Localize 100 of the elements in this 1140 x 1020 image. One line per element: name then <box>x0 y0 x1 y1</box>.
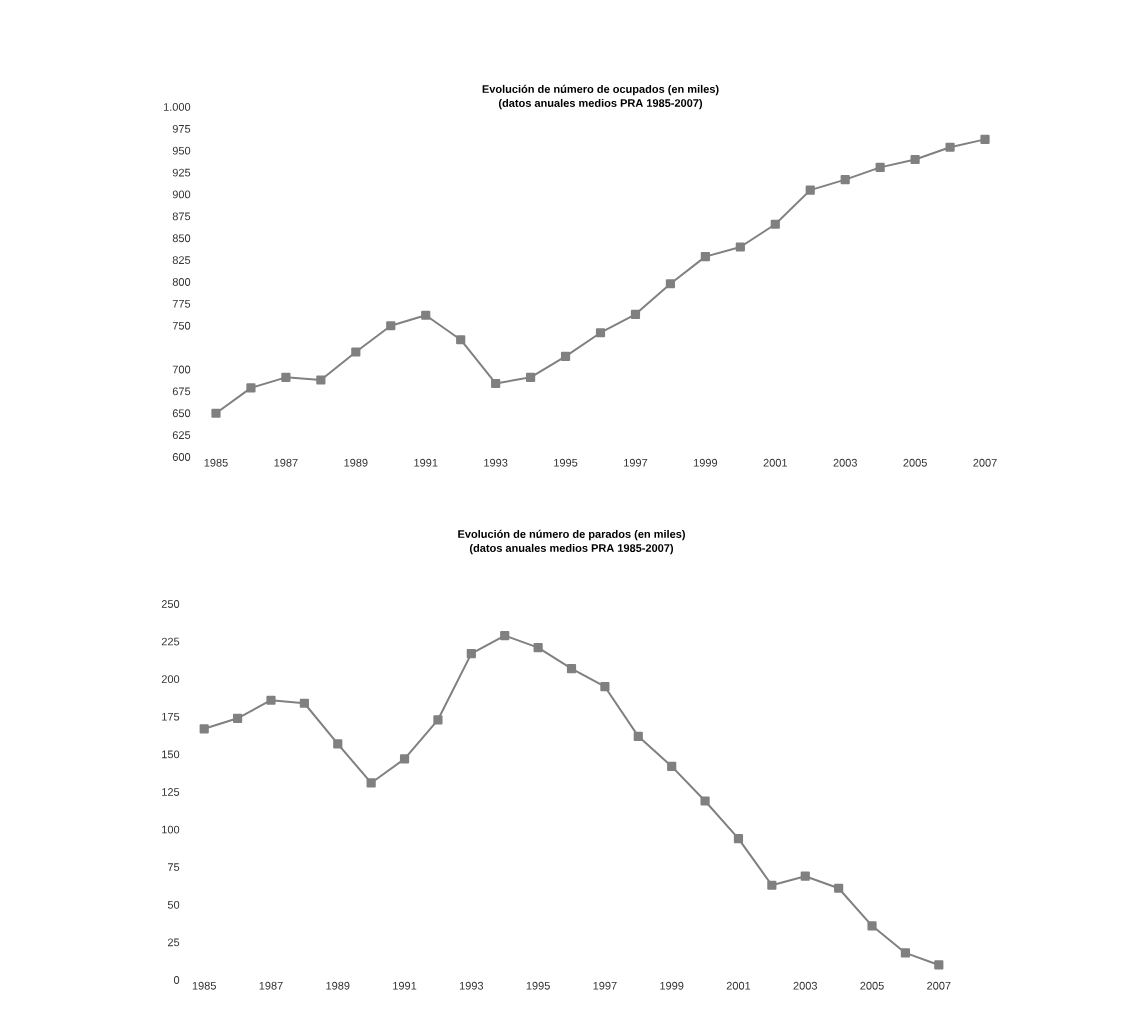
point <box>500 630 510 641</box>
point <box>910 154 920 165</box>
y-tick-label: 50 <box>167 900 180 909</box>
y-tick-label: 0 <box>173 976 180 984</box>
y-tick-label: 250 <box>161 600 180 608</box>
point <box>980 134 990 144</box>
y-tick-label: 125 <box>162 788 180 796</box>
y-tick-label: 200 <box>161 675 180 684</box>
y-tick-label: 625 <box>172 431 191 439</box>
point <box>281 372 291 382</box>
point <box>805 185 815 195</box>
point <box>433 715 443 725</box>
point <box>945 142 955 152</box>
point <box>770 219 780 229</box>
point <box>700 796 710 806</box>
y-tick-label: 600 <box>172 453 191 461</box>
point <box>399 754 410 764</box>
x-tick-label: 2007 <box>973 458 997 467</box>
point <box>875 162 885 172</box>
y-tick-label: 950 <box>172 146 191 155</box>
point <box>834 883 844 893</box>
x-tick-label: 2005 <box>860 981 884 990</box>
point <box>333 739 343 749</box>
point <box>526 372 536 382</box>
y-tick-label: 900 <box>172 190 191 199</box>
chart-title: Evolución de número de ocupados (en miles) <box>482 84 719 96</box>
x-tick-label: 1985 <box>204 458 228 467</box>
x-tick-label: 2005 <box>903 458 927 467</box>
x-tick-label: 1989 <box>326 981 350 990</box>
x-tick-label: 1991 <box>393 981 417 990</box>
y-tick-label: 225 <box>161 637 180 646</box>
x-tick-label: 1995 <box>554 458 578 467</box>
point <box>665 279 676 289</box>
point <box>840 175 850 185</box>
x-tick-label: 1997 <box>593 981 617 990</box>
chart-subtitle: (datos anuales medios PRA 1985-2007) <box>469 543 674 555</box>
y-tick-label: 975 <box>172 124 191 133</box>
x-tick-label: 1991 <box>414 458 438 467</box>
x-tick-label: 1985 <box>192 981 216 990</box>
point <box>533 643 543 653</box>
y-tick-label: 175 <box>162 712 180 721</box>
y-tick-label: 775 <box>172 300 191 308</box>
point <box>351 347 361 357</box>
y-tick-label: 925 <box>172 168 191 177</box>
point <box>560 351 571 361</box>
x-tick-label: 2007 <box>927 981 951 990</box>
x-tick-label: 1995 <box>526 981 550 990</box>
x-tick-label: 2001 <box>726 981 751 990</box>
point <box>491 378 501 389</box>
point <box>767 880 777 890</box>
y-tick-label: 1.000 <box>163 103 191 111</box>
x-tick-label: 1999 <box>693 458 718 467</box>
point <box>934 960 944 970</box>
y-tick-label: 650 <box>172 409 191 418</box>
x-tick-label: 2003 <box>833 458 857 467</box>
x-tick-label: 1989 <box>344 458 368 467</box>
point <box>900 948 911 958</box>
y-tick-label: 100 <box>162 825 180 834</box>
point <box>386 321 396 331</box>
x-tick-label: 1999 <box>660 981 684 990</box>
x-tick-label: 1993 <box>459 981 484 990</box>
point <box>466 649 476 659</box>
point <box>633 731 643 741</box>
y-tick-label: 800 <box>172 278 191 286</box>
point <box>595 328 606 338</box>
point <box>199 724 209 734</box>
point <box>867 921 877 931</box>
point <box>299 698 309 708</box>
y-tick-label: 75 <box>167 863 180 872</box>
point <box>211 408 221 418</box>
point <box>667 761 677 772</box>
point <box>630 309 641 319</box>
x-tick-label: 1987 <box>274 458 298 467</box>
point <box>456 335 466 345</box>
point <box>421 310 431 320</box>
point <box>366 778 376 788</box>
y-tick-label: 675 <box>172 387 191 396</box>
y-tick-label: 825 <box>172 256 191 264</box>
x-tick-label: 2001 <box>763 458 787 467</box>
point <box>800 871 810 881</box>
point <box>566 664 577 674</box>
chart-subtitle: (datos anuales medios PRA 1985-2007) <box>498 98 703 110</box>
x-tick-label: 1997 <box>624 458 648 467</box>
x-tick-label: 2003 <box>793 981 817 990</box>
point <box>700 252 710 262</box>
y-tick-label: 850 <box>172 234 191 243</box>
point <box>233 713 243 723</box>
x-tick-label: 1993 <box>484 458 508 467</box>
y-tick-label: 25 <box>167 938 180 947</box>
x-tick-label: 1987 <box>259 981 283 990</box>
y-tick-label: 150 <box>162 750 180 759</box>
point <box>246 383 256 393</box>
y-tick-label: 750 <box>172 321 191 330</box>
point <box>316 375 326 385</box>
point <box>266 695 276 705</box>
chart-title: Evolución de número de parados (en miles) <box>458 529 685 541</box>
point <box>600 682 610 692</box>
y-tick-label: 875 <box>172 212 191 221</box>
point <box>735 242 745 252</box>
y-tick-label: 700 <box>172 365 191 374</box>
